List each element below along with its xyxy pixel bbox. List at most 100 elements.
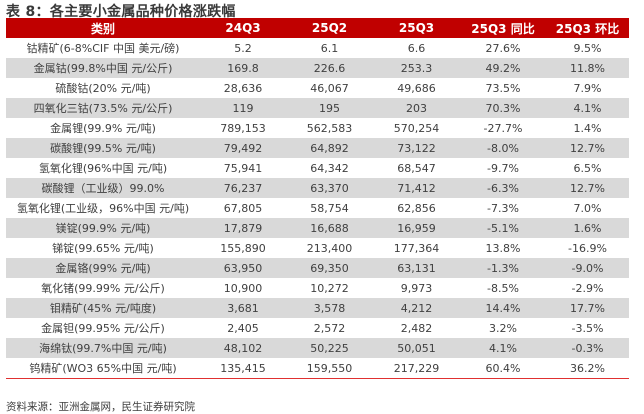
cell-25q3: 16,959 [373,218,460,238]
cell-qoq: 12.7% [546,178,629,198]
cell-24q3: 3,681 [200,298,286,318]
cell-category: 氢氧化锂(96%中国 元/吨) [38,162,168,175]
table-row: 碳酸锂（工业级）99.0% 76,237 63,370 71,412 -6.3% 12.7… [6,178,629,198]
table-row: 金属钽(99.95% 元/公斤) 2,405 2,572 2,482 3.2% -3.5% [6,318,629,338]
cell-yoy: 49.2% [460,58,546,78]
cell-25q3: 49,686 [397,81,436,95]
source-note: 资料来源：亚洲金属网，民生证券研究院 [6,401,195,413]
cell-qoq: -16.9% [568,241,607,255]
cell-25q3: 203 [373,98,460,118]
cell-25q3: 217,229 [373,358,460,379]
table-body: 钴精矿(6-8%CIF 中国 美元/磅) 5.2 6.1 6.6 27.6% 9.5% 金属… [6,38,629,379]
cell-25q2: 64,342 [310,161,349,175]
cell-25q3: 71,412 [373,178,460,198]
cell-qoq: -0.3% [546,338,629,358]
header-qoq: 25Q3 环比 [546,18,629,38]
cell-category: 海绵钛(99.7%中国 元/吨) [6,338,200,358]
table-title: 表 8：各主要小金属品种价格涨跌幅 [6,4,236,20]
table-row: 钴精矿(6-8%CIF 中国 美元/磅) 5.2 6.1 6.6 27.6% 9.5% [6,38,629,58]
cell-category: 四氧化三钴(73.5% 元/公斤) [6,98,200,118]
cell-25q2: 64,892 [286,138,373,158]
cell-category: 碳酸锂（工业级）99.0% [6,178,200,198]
cell-25q3: 62,856 [397,201,436,215]
cell-25q3: 2,482 [400,321,433,335]
cell-25q3: 4,212 [373,298,460,318]
cell-yoy: -1.3% [460,258,546,278]
cell-qoq: 7.0% [573,201,602,215]
cell-yoy: 13.8% [485,241,521,255]
cell-yoy: -6.3% [460,178,546,198]
cell-25q2: 195 [286,98,373,118]
cell-25q3: 50,051 [373,338,460,358]
cell-category: 钼精矿(45% 元/吨度) [6,298,200,318]
cell-24q3: 2,405 [227,321,259,335]
cell-24q3: 75,941 [223,161,263,175]
table-row: 镁锭(99.9% 元/吨) 17,879 16,688 16,959 -5.1% 1.6% [6,218,629,238]
cell-category: 硫酸钴(20% 元/吨) [55,82,151,95]
cell-yoy: 14.4% [460,298,546,318]
cell-yoy: 60.4% [460,358,546,379]
cell-25q3: 73,122 [373,138,460,158]
cell-25q3: 63,131 [373,258,460,278]
cell-yoy: -7.3% [487,201,519,215]
table-row: 金属锂(99.9% 元/吨) 789,153 562,583 570,254 -27.7… [6,118,629,138]
cell-qoq: 7.9% [573,81,602,95]
cell-25q3: 253.3 [373,58,460,78]
header-24q3: 24Q3 [200,18,286,38]
cell-qoq: -9.0% [546,258,629,278]
price-change-table: 类别 24Q3 25Q2 25Q3 25Q3 同比 25Q3 环比 钴精矿(6-… [6,18,629,379]
cell-category: 镁锭(99.9% 元/吨) [6,218,200,238]
cell-category: 金属钴(99.8%中国 元/公斤) [6,58,200,78]
cell-25q2: 69,350 [286,258,373,278]
cell-25q2: 159,550 [286,358,373,379]
cell-25q2: 226.6 [286,58,373,78]
cell-25q3: 6.6 [407,41,426,55]
cell-yoy: 73.5% [485,81,521,95]
cell-25q3: 9,973 [400,281,433,295]
cell-24q3: 135,415 [200,358,286,379]
header-category: 类别 [6,18,200,38]
cell-24q3: 119 [200,98,286,118]
cell-25q2: 50,225 [286,338,373,358]
header-25q3: 25Q3 [373,18,460,38]
cell-25q2: 10,272 [310,281,349,295]
cell-24q3: 28,636 [223,81,263,95]
cell-qoq: 1.4% [573,121,602,135]
header-row: 类别 24Q3 25Q2 25Q3 25Q3 同比 25Q3 环比 [6,18,629,38]
cell-24q3: 48,102 [200,338,286,358]
cell-category: 氢氧化锂(工业级，96%中国 元/吨) [16,202,190,215]
cell-category: 钨精矿(WO3 65%中国 元/吨) [6,358,200,379]
cell-qoq: 36.2% [546,358,629,379]
cell-25q2: 46,067 [310,81,349,95]
cell-24q3: 169.8 [200,58,286,78]
cell-25q3: 570,254 [393,121,440,135]
cell-qoq: 6.5% [573,161,602,175]
table-row: 锑锭(99.65% 元/吨) 155,890 213,400 177,364 13.8%… [6,238,629,258]
cell-24q3: 17,879 [200,218,286,238]
cell-24q3: 79,492 [200,138,286,158]
cell-category: 碳酸锂(99.5% 元/吨) [6,138,200,158]
header-yoy: 25Q3 同比 [460,18,546,38]
cell-yoy: -5.1% [460,218,546,238]
cell-25q2: 213,400 [306,241,353,255]
cell-25q2: 6.1 [320,41,339,55]
cell-25q2: 58,754 [310,201,349,215]
table-row: 钼精矿(45% 元/吨度) 3,681 3,578 4,212 14.4% 17.7% [6,298,629,318]
cell-category: 钴精矿(6-8%CIF 中国 美元/磅) [26,42,180,55]
cell-qoq: 9.5% [573,41,602,55]
table-row: 碳酸锂(99.5% 元/吨) 79,492 64,892 73,122 -8.0% 12.… [6,138,629,158]
cell-25q2: 2,572 [313,321,346,335]
cell-yoy: -27.7% [483,121,523,135]
cell-24q3: 10,900 [223,281,263,295]
cell-qoq: 1.6% [546,218,629,238]
cell-24q3: 63,950 [200,258,286,278]
table-row: 氢氧化锂(工业级，96%中国 元/吨) 67,805 58,754 62,856 -7.… [6,198,629,218]
cell-qoq: 17.7% [546,298,629,318]
cell-qoq: -3.5% [571,321,604,335]
cell-yoy: -8.5% [487,281,519,295]
cell-qoq: 4.1% [546,98,629,118]
cell-25q3: 177,364 [393,241,440,255]
cell-24q3: 155,890 [220,241,266,255]
table-row: 硫酸钴(20% 元/吨) 28,636 46,067 49,686 73.5% 7.9% [6,78,629,98]
cell-category: 金属锂(99.9% 元/吨) [50,122,156,135]
